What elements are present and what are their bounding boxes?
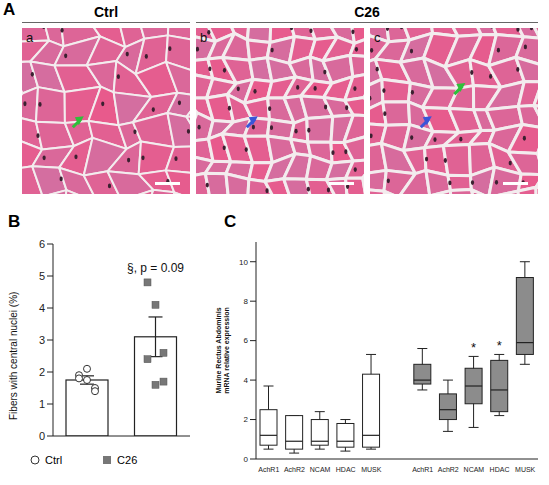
svg-text:4: 4 xyxy=(244,376,249,385)
svg-text:1: 1 xyxy=(39,398,45,410)
html-text:c: c xyxy=(374,30,381,45)
html-text:C: C xyxy=(224,212,237,231)
html-text:a: a xyxy=(26,30,34,45)
svg-text:Fibers with central nuclei (%): Fibers with central nuclei (%) xyxy=(8,292,19,420)
svg-text:AchR1: AchR1 xyxy=(412,466,433,473)
svg-text:NCAM: NCAM xyxy=(464,466,485,473)
html-text:C26: C26 xyxy=(117,454,138,466)
html-text:Ctrl: Ctrl xyxy=(45,454,63,466)
svg-text:AchR2: AchR2 xyxy=(438,466,459,473)
svg-text:2: 2 xyxy=(244,415,249,424)
svg-text:0: 0 xyxy=(244,455,249,464)
svg-text:MUSK: MUSK xyxy=(515,466,536,473)
html-text:A: A xyxy=(3,0,16,19)
svg-text:3: 3 xyxy=(39,334,45,346)
svg-text:NCAM: NCAM xyxy=(310,466,331,473)
svg-text:*: * xyxy=(471,340,476,355)
svg-text:*: * xyxy=(497,338,502,353)
html-text:b: b xyxy=(200,30,208,45)
svg-text:HDAC: HDAC xyxy=(336,466,356,473)
svg-text:MUSK: MUSK xyxy=(361,466,382,473)
svg-text:0: 0 xyxy=(39,430,45,442)
svg-text:4: 4 xyxy=(39,302,45,314)
html-text:B: B xyxy=(8,212,21,231)
svg-text:8: 8 xyxy=(244,297,249,306)
svg-text:Murine Rectus AbdominismRNA re: Murine Rectus AbdominismRNA relative exp… xyxy=(215,307,231,394)
html-text:C26: C26 xyxy=(354,4,380,20)
svg-text:HDAC: HDAC xyxy=(490,466,510,473)
svg-text:6: 6 xyxy=(39,238,45,250)
svg-text:2: 2 xyxy=(39,366,45,378)
svg-text:10: 10 xyxy=(239,258,248,267)
svg-text:AchR1: AchR1 xyxy=(258,466,279,473)
svg-text:AchR2: AchR2 xyxy=(284,466,305,473)
svg-text:6: 6 xyxy=(244,336,249,345)
html-text:Ctrl: Ctrl xyxy=(93,4,119,20)
svg-text:5: 5 xyxy=(39,270,45,282)
svg-text:§, p = 0.09: §, p = 0.09 xyxy=(127,261,184,275)
